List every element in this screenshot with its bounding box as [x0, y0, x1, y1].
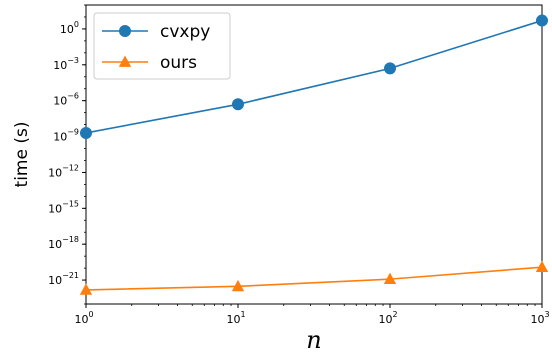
- plot-area: [85, 4, 543, 305]
- legend: cvxpy ours: [93, 12, 231, 80]
- x-tick-base: 10: [226, 313, 240, 326]
- series-line: [85, 19, 543, 134]
- x-axis-ticks: 100 101 102 103: [74, 304, 550, 326]
- x-tick-base: 10: [378, 313, 392, 326]
- y-tick-label: 10−21: [48, 271, 79, 287]
- y-tick-label: 10−15: [48, 199, 79, 215]
- legend-marker: [119, 25, 131, 37]
- y-tick-base: 10: [48, 238, 62, 251]
- y-tick-exponent: −21: [62, 271, 79, 280]
- data-point: [535, 260, 549, 273]
- data-point: [232, 98, 244, 111]
- series-cvxpy: [80, 14, 548, 139]
- y-tick-base: 10: [48, 166, 62, 179]
- y-tick-label: 10−9: [53, 128, 79, 144]
- x-tick-exponent: 0: [88, 310, 93, 319]
- y-tick-base: 10: [53, 131, 67, 144]
- y-tick-exponent: −3: [67, 56, 79, 65]
- data-point: [384, 62, 396, 75]
- y-tick-base: 10: [60, 23, 74, 36]
- series-line: [85, 266, 543, 291]
- series-ours: [79, 260, 549, 295]
- data-point: [231, 279, 245, 292]
- y-tick-label: 10−12: [48, 163, 79, 179]
- y-tick-label: 100: [60, 20, 79, 36]
- legend-label: ours: [160, 53, 197, 73]
- y-tick-exponent: −9: [67, 128, 79, 137]
- legend-marker: [118, 55, 132, 67]
- data-point: [80, 126, 92, 139]
- series-layer: [79, 14, 549, 295]
- y-tick-base: 10: [48, 274, 62, 287]
- y-tick-exponent: −18: [62, 235, 79, 244]
- x-tick-label: 103: [530, 310, 549, 326]
- y-tick-label: 10−3: [53, 56, 79, 72]
- y-axis-label: time (s): [12, 122, 32, 188]
- x-tick-label: 102: [378, 310, 397, 326]
- y-tick-exponent: −6: [67, 92, 79, 101]
- y-tick-base: 10: [53, 59, 67, 72]
- x-tick-label: 100: [74, 310, 93, 326]
- y-tick-label: 10−18: [48, 235, 79, 251]
- y-tick-exponent: 0: [74, 20, 79, 29]
- x-tick-exponent: 2: [392, 310, 397, 319]
- legend-item-cvxpy: cvxpy: [102, 22, 210, 42]
- data-point: [383, 272, 397, 285]
- x-tick-exponent: 1: [240, 310, 245, 319]
- y-tick-label: 10−6: [53, 92, 79, 108]
- y-tick-base: 10: [48, 202, 62, 215]
- legend-label: cvxpy: [160, 22, 210, 42]
- x-tick-base: 10: [74, 313, 88, 326]
- x-tick-label: 101: [226, 310, 245, 326]
- x-tick-base: 10: [530, 313, 544, 326]
- data-point: [536, 14, 548, 27]
- y-tick-base: 10: [53, 95, 67, 108]
- x-tick-exponent: 3: [544, 310, 549, 319]
- y-tick-exponent: −12: [62, 163, 79, 172]
- x-axis-label: n: [306, 326, 321, 354]
- y-tick-exponent: −15: [62, 199, 79, 208]
- plot-frame: [85, 4, 543, 305]
- legend-item-ours: ours: [102, 53, 197, 73]
- data-point: [79, 283, 93, 295]
